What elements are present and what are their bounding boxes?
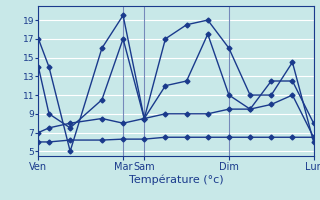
X-axis label: Température (°c): Température (°c) [129,174,223,185]
